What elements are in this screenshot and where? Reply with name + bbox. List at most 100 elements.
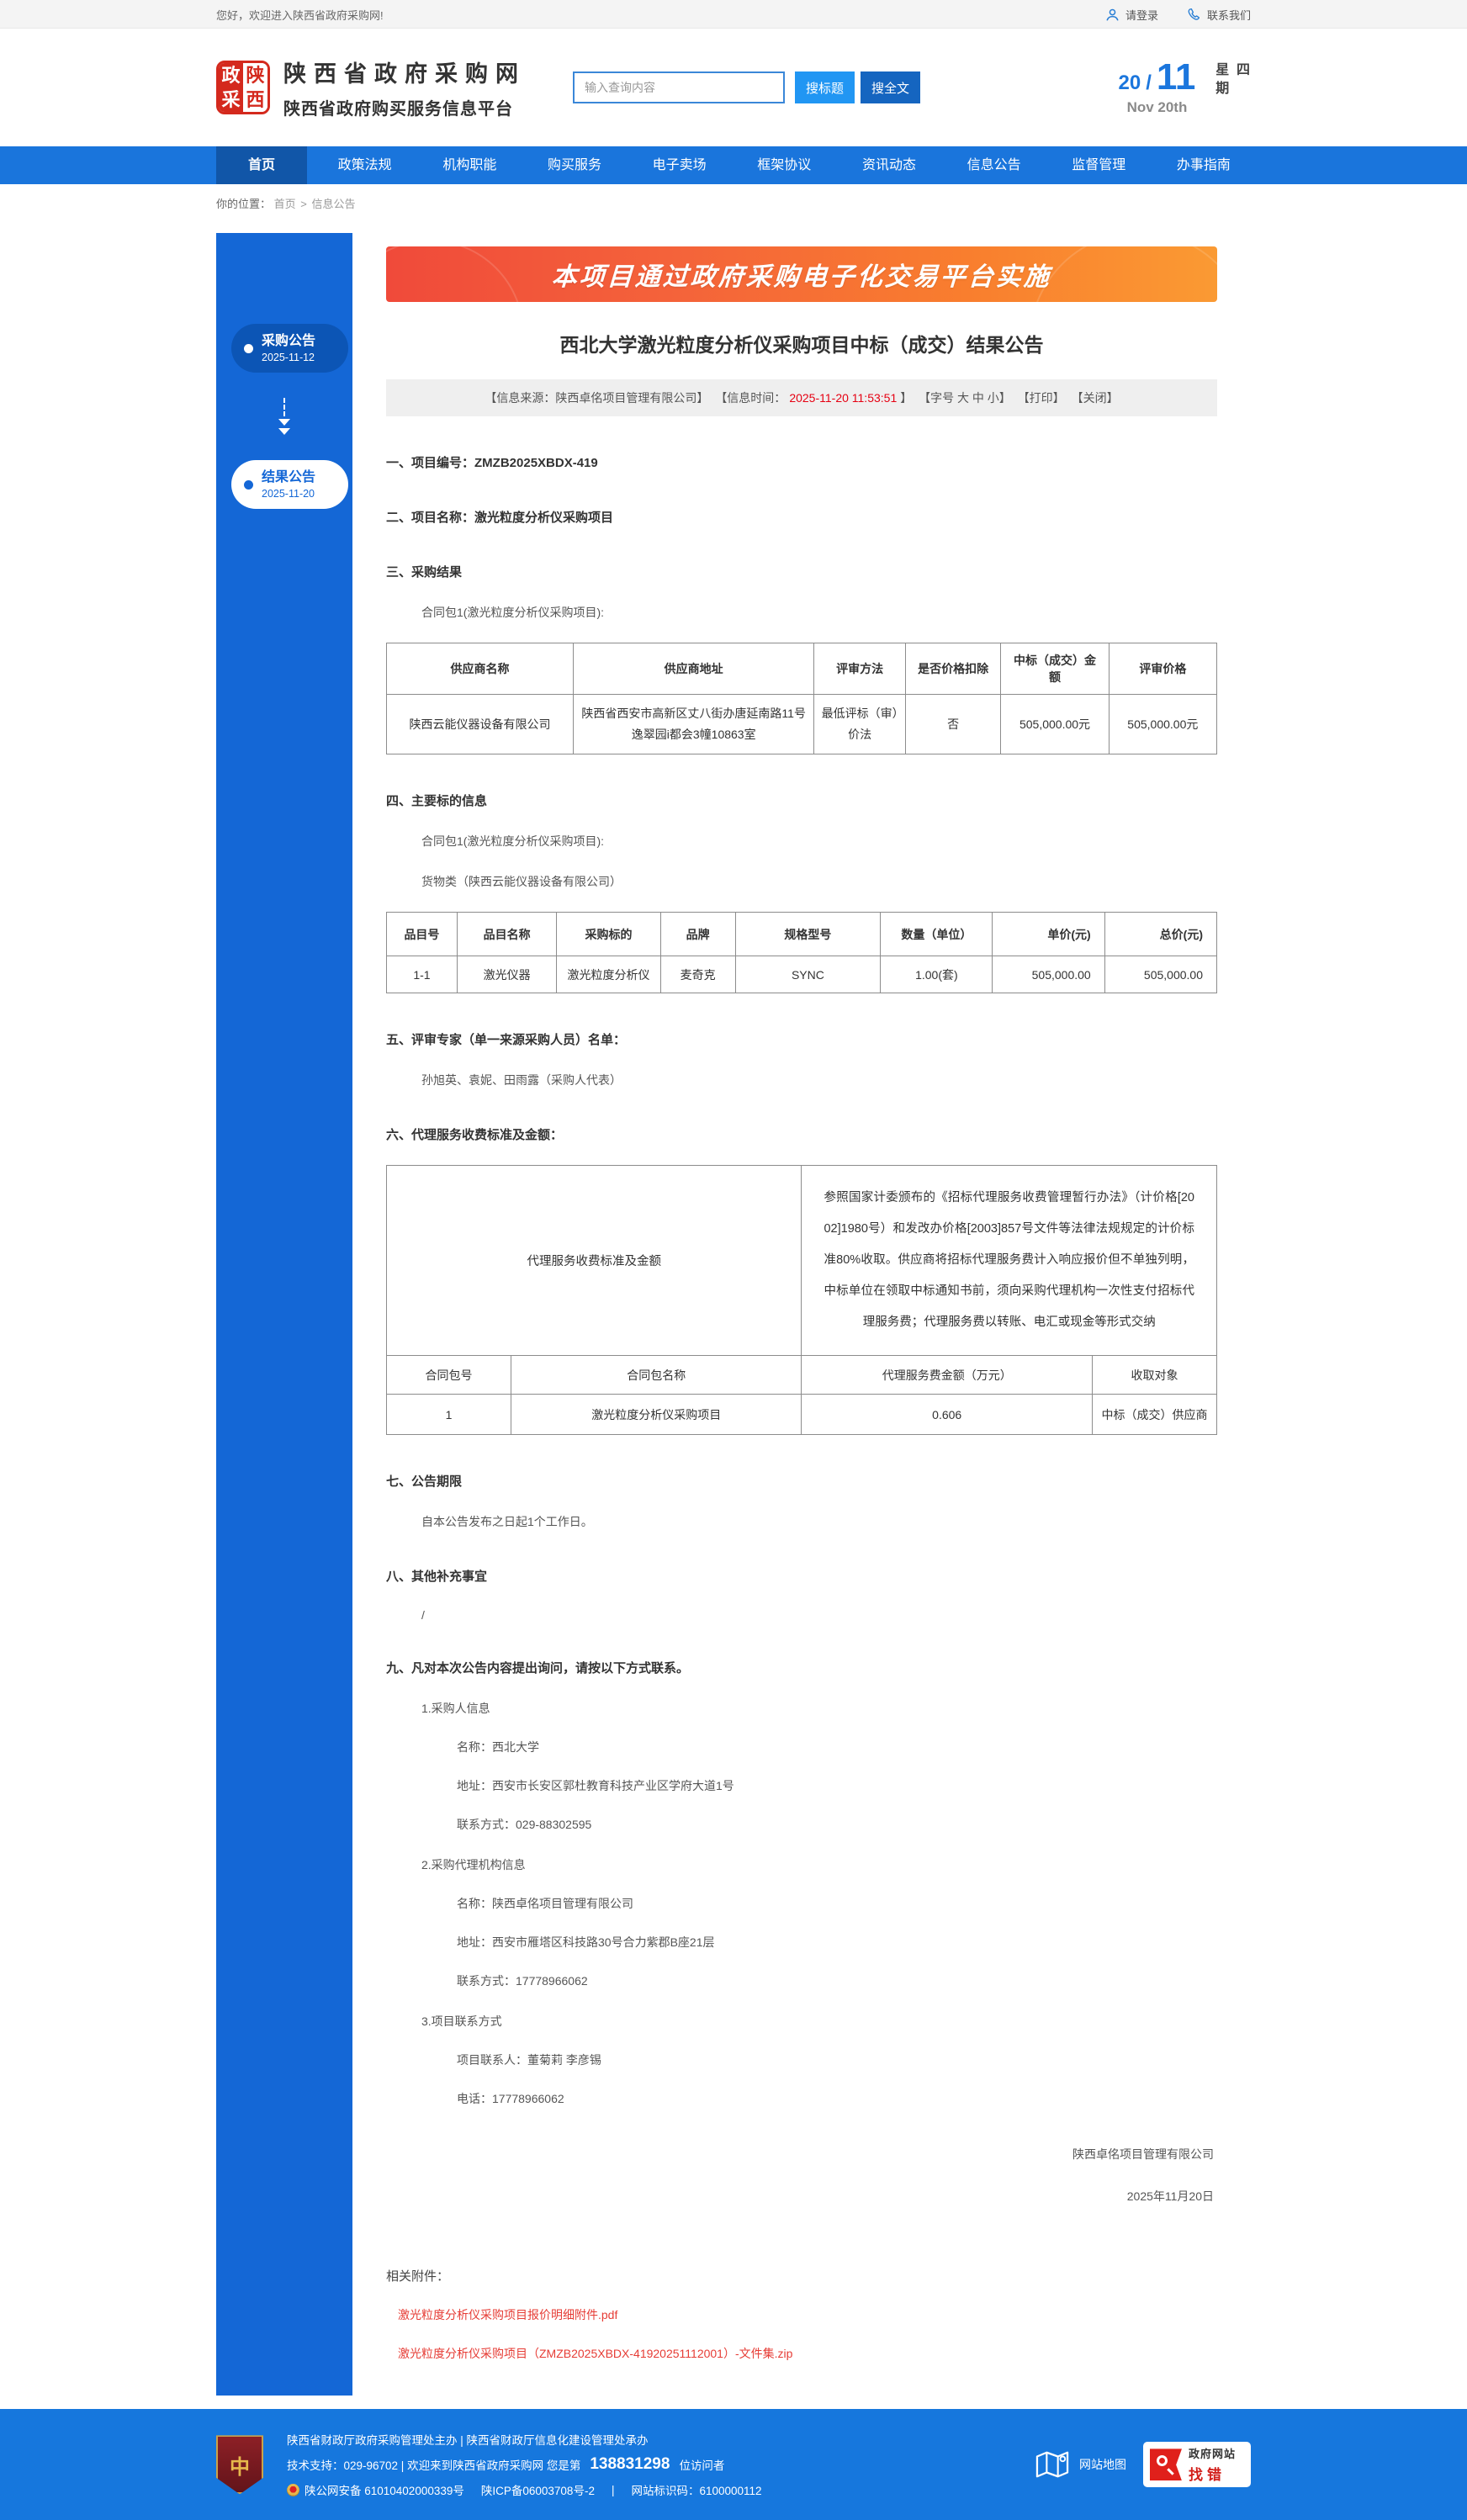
meta-time-prefix: 【信息时间： — [715, 391, 786, 405]
nav-item-news[interactable]: 资讯动态 — [861, 158, 916, 172]
expert-names: 孙旭英、袁妮、田雨露（采购人代表） — [421, 1073, 622, 1088]
contact-line: 地址：西安市长安区郭杜教育科技产业区学府大道1号 — [457, 1779, 734, 1793]
contact-line: 名称：西北大学 — [457, 1740, 539, 1755]
font-size-controls[interactable]: 【字号 大 中 小】 — [919, 391, 1011, 405]
print-button[interactable]: 【打印】 — [1017, 391, 1065, 405]
nav-item-functions[interactable]: 机构职能 — [442, 158, 497, 172]
timeline-down-arrow-icon — [216, 398, 352, 435]
footer-separator: | — [611, 2483, 615, 2496]
column-header: 供应商名称 — [385, 643, 575, 695]
public-security-emblem-icon — [287, 2483, 299, 2496]
page-title: 西北大学激光粒度分析仪采购项目中标（成交）结果公告 — [559, 334, 1044, 356]
beian-number: 陕公网安备 61010402000339号 — [305, 2485, 464, 2498]
site-footer: 中 陕西省财政厅政府采购管理处主办 | 陕西省财政厅信息化建设管理处承办 技术支… — [0, 2409, 1467, 2520]
announcement-period: 自本公告发布之日起1个工作日。 — [421, 1515, 593, 1529]
section-9-heading: 九、凡对本次公告内容提出询问，请按以下方式联系。 — [386, 1661, 690, 1676]
column-header: 供应商地址 — [573, 643, 815, 695]
contact-line: 地址：西安市雁塔区科技路30号合力紫郡B座21层 — [457, 1935, 715, 1950]
supplier-address: 陕西省西安市高新区丈八街办唐延南路11号逸翠园i都会3幢10863室 — [573, 693, 815, 755]
nav-item-framework[interactable]: 框架协议 — [757, 158, 812, 172]
sidebar-item-date: 2025-11-20 — [262, 488, 315, 500]
nav-item-home[interactable]: 首页 — [216, 146, 308, 184]
total-price: 505,000.00 — [1104, 956, 1218, 994]
contact-label: 联系我们 — [1206, 8, 1251, 22]
authority-shield-icon: 中 — [216, 2435, 263, 2495]
table-row: 代理服务收费标准及金额 参照国家计委颁布的《招标代理服务收费管理暂行办法》（计价… — [385, 1165, 1217, 1357]
close-button[interactable]: 【关闭】 — [1071, 391, 1119, 405]
banner-text: 本项目通过政府采购电子化交易平台实施 — [550, 263, 1052, 291]
platform-banner: 本项目通过政府采购电子化交易平台实施 — [386, 246, 1217, 302]
fee-amount: 0.606 — [801, 1394, 1093, 1436]
logo-char: 西 — [243, 87, 267, 112]
section-5-heading: 五、评审专家（单一来源采购人员）名单： — [386, 1033, 627, 1048]
column-header: 采购标的 — [556, 912, 661, 957]
column-header: 合同包名称 — [511, 1355, 802, 1395]
search-input[interactable] — [573, 71, 785, 103]
contact-line: 联系方式：029-88302595 — [457, 1818, 592, 1832]
sidebar-item-title: 采购公告 — [262, 333, 316, 348]
table-row: 1-1 激光仪器 激光粒度分析仪 麦奇克 SYNC 1.00(套) 505,00… — [386, 956, 1218, 994]
meta-time-suffix: 】 — [900, 391, 913, 405]
icp-number: 陕ICP备06003708号-2 — [480, 2485, 595, 2498]
section-8-heading: 八、其他补充事宜 — [386, 1570, 488, 1585]
article-content: 本项目通过政府采购电子化交易平台实施 西北大学激光粒度分析仪采购项目中标（成交）… — [352, 233, 1251, 2396]
main-nav: 首页 政策法规 机构职能 购买服务 电子卖场 框架协议 资讯动态 信息公告 监督… — [0, 146, 1467, 184]
nav-item-purchase-service[interactable]: 购买服务 — [547, 158, 601, 172]
goods-category-line: 货物类（陕西云能仪器设备有限公司） — [421, 875, 622, 889]
nav-item-emall[interactable]: 电子卖场 — [652, 158, 707, 172]
nav-item-supervision[interactable]: 监督管理 — [1072, 158, 1126, 172]
date-day: 20 — [1118, 71, 1141, 94]
sidebar-item-procurement-notice[interactable]: 采购公告 2025-11-12 — [231, 324, 348, 373]
attachment-link-pdf[interactable]: 激光粒度分析仪采购项目报价明细附件.pdf — [398, 2308, 618, 2322]
item-number: 1-1 — [386, 956, 458, 994]
attachment-link-zip[interactable]: 激光粒度分析仪采购项目（ZMZB2025XBDX-41920251112001）… — [398, 2347, 793, 2361]
signature-org: 陕西卓佲项目管理有限公司 — [1072, 2147, 1214, 2162]
sitemap-label: 网站地图 — [1079, 2458, 1126, 2472]
column-header: 单价(元) — [992, 912, 1105, 957]
model: SYNC — [734, 956, 882, 994]
nav-item-policies[interactable]: 政策法规 — [337, 158, 392, 172]
search-fulltext-button[interactable]: 搜全文 — [861, 71, 921, 103]
logo-char: 采 — [219, 87, 243, 112]
site-logo: 政 陕 采 西 — [216, 61, 270, 114]
section-2-heading: 二、项目名称：激光粒度分析仪采购项目 — [386, 511, 614, 525]
breadcrumb-home[interactable]: 首页 — [273, 198, 296, 210]
user-icon — [1106, 8, 1119, 21]
nav-item-announcements[interactable]: 信息公告 — [967, 158, 1021, 172]
column-header: 合同包号 — [385, 1355, 512, 1395]
column-header: 收取对象 — [1091, 1355, 1218, 1395]
column-header: 代理服务费金额（万元） — [801, 1355, 1093, 1395]
sitemap-link[interactable]: 网站地图 — [1034, 2449, 1126, 2480]
contact-line: 联系方式：17778966062 — [457, 1974, 588, 1988]
table-header-row: 合同包号 合同包名称 代理服务费金额（万元） 收取对象 — [385, 1355, 1218, 1395]
sidebar-item-result-notice[interactable]: 结果公告 2025-11-20 — [231, 460, 348, 509]
logo-char: 政 — [219, 63, 243, 87]
topbar: 您好，欢迎进入陕西省政府采购网! 请登录 联系我们 — [0, 0, 1467, 29]
phone-icon — [1188, 8, 1200, 20]
other-matters: / — [421, 1608, 425, 1623]
nav-item-guide[interactable]: 办事指南 — [1176, 158, 1231, 172]
contact-link[interactable]: 联系我们 — [1187, 7, 1251, 23]
date-month: 11 — [1156, 56, 1196, 98]
map-icon — [1035, 2451, 1069, 2478]
table-row: 1 激光粒度分析仪采购项目 0.606 中标（成交）供应商 — [385, 1394, 1218, 1436]
search-title-button[interactable]: 搜标题 — [795, 71, 855, 103]
supplier-name: 陕西云能仪器设备有限公司 — [385, 693, 575, 755]
breadcrumb-prefix: 你的位置： — [216, 198, 272, 210]
signature-date: 2025年11月20日 — [1126, 2189, 1214, 2204]
project-number: ZMZB2025XBDX-419 — [474, 456, 598, 470]
table-header-row: 品目号 品目名称 采购标的 品牌 规格型号 数量（单位） 单价(元) 总价(元) — [386, 912, 1218, 957]
gov-error-report-badge[interactable]: 政府网站 找错 — [1143, 2442, 1251, 2488]
meta-time-value: 2025-11-20 11:53:51 — [789, 391, 898, 405]
fee-standard-description: 参照国家计委颁布的《招标代理服务收费管理暂行办法》（计价格[2002]1980号… — [801, 1165, 1217, 1357]
attachments-section: 相关附件： 激光粒度分析仪采购项目报价明细附件.pdf 激光粒度分析仪采购项目（… — [386, 2267, 1217, 2362]
section-1-heading: 一、项目编号：ZMZB2025XBDX-419 — [386, 456, 598, 470]
meta-source: 【信息来源：陕西卓佲项目管理有限公司】 — [485, 391, 709, 405]
breadcrumb-current[interactable]: 信息公告 — [311, 198, 356, 210]
login-label: 请登录 — [1125, 8, 1158, 22]
column-header: 规格型号 — [734, 912, 882, 957]
login-link[interactable]: 请登录 — [1105, 7, 1158, 23]
item-name: 激光仪器 — [456, 956, 558, 994]
search-box: 搜标题 搜全文 — [573, 71, 921, 103]
fee-standard-label: 代理服务收费标准及金额 — [385, 1165, 802, 1357]
